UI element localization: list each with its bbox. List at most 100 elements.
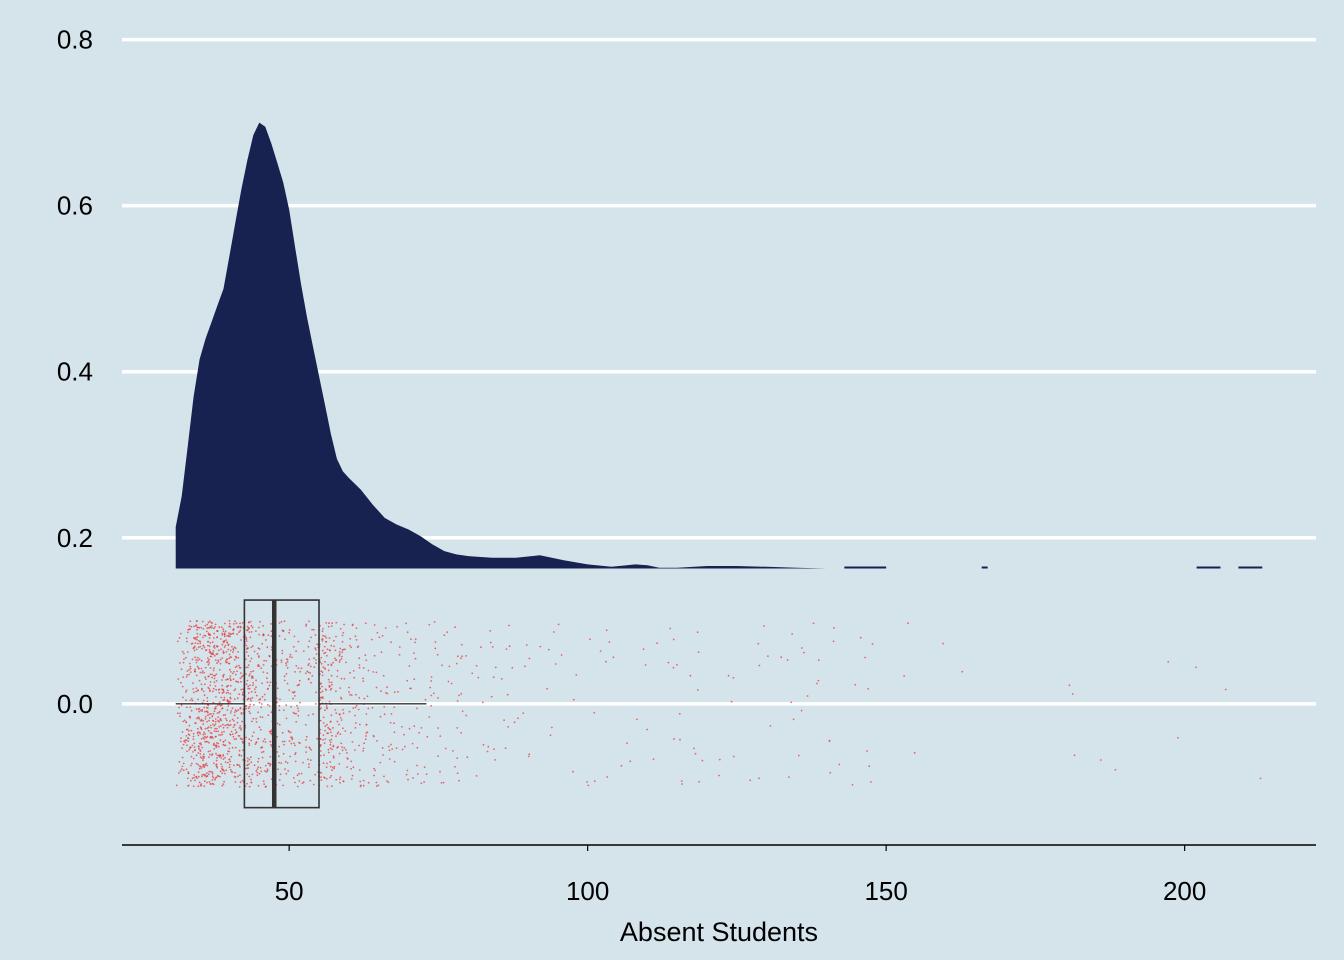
data-point bbox=[375, 671, 378, 674]
data-point bbox=[196, 727, 199, 730]
data-point bbox=[216, 630, 219, 632]
data-point bbox=[248, 742, 251, 745]
data-point bbox=[267, 634, 270, 636]
data-point bbox=[319, 744, 322, 747]
data-point bbox=[332, 755, 335, 757]
data-point bbox=[354, 727, 357, 729]
data-point bbox=[362, 784, 365, 787]
data-point bbox=[223, 780, 226, 783]
data-point bbox=[260, 667, 263, 670]
data-point bbox=[319, 754, 322, 757]
data-point bbox=[208, 770, 211, 773]
data-point bbox=[261, 695, 264, 698]
data-point bbox=[330, 683, 333, 686]
data-point bbox=[258, 772, 261, 775]
data-point bbox=[239, 707, 242, 710]
data-point bbox=[280, 659, 283, 661]
data-point bbox=[587, 784, 590, 787]
data-point bbox=[680, 780, 683, 782]
data-point bbox=[365, 659, 368, 662]
data-point bbox=[204, 624, 207, 627]
data-point bbox=[240, 727, 242, 730]
data-point bbox=[278, 779, 281, 781]
data-point bbox=[344, 749, 347, 751]
data-point bbox=[192, 682, 194, 684]
data-point bbox=[339, 659, 341, 662]
data-point bbox=[327, 732, 329, 735]
data-point bbox=[211, 715, 214, 718]
data-point bbox=[342, 712, 345, 715]
data-point bbox=[330, 644, 333, 647]
data-point bbox=[238, 727, 241, 729]
data-point bbox=[263, 738, 266, 740]
data-point bbox=[229, 768, 232, 771]
data-point bbox=[292, 697, 294, 700]
data-point bbox=[326, 785, 329, 788]
data-point bbox=[870, 781, 872, 783]
data-point bbox=[214, 735, 217, 738]
data-point bbox=[333, 639, 335, 642]
data-point bbox=[679, 738, 681, 741]
data-point bbox=[229, 649, 232, 652]
data-point bbox=[234, 666, 237, 669]
data-point bbox=[239, 774, 241, 777]
data-point bbox=[217, 775, 220, 778]
data-point bbox=[204, 710, 206, 713]
data-point bbox=[228, 662, 231, 665]
data-point bbox=[414, 641, 416, 644]
data-point bbox=[612, 656, 615, 659]
data-point bbox=[187, 737, 189, 740]
data-point bbox=[527, 755, 530, 758]
data-point bbox=[718, 758, 721, 761]
data-point bbox=[195, 717, 198, 720]
data-point bbox=[335, 690, 337, 693]
data-point bbox=[307, 714, 310, 717]
data-point bbox=[332, 756, 335, 759]
data-point bbox=[213, 710, 216, 713]
data-point bbox=[330, 731, 332, 734]
data-point bbox=[388, 749, 391, 752]
data-point bbox=[299, 670, 302, 673]
data-point bbox=[192, 757, 195, 760]
data-point bbox=[408, 665, 411, 667]
data-point bbox=[293, 742, 295, 745]
data-point bbox=[432, 692, 435, 695]
data-point bbox=[197, 642, 199, 645]
data-point bbox=[758, 777, 760, 780]
data-point bbox=[292, 711, 295, 714]
data-point bbox=[247, 687, 250, 690]
data-point bbox=[365, 724, 368, 726]
data-point bbox=[179, 662, 181, 664]
data-point bbox=[323, 652, 325, 655]
data-point bbox=[262, 750, 265, 753]
data-point bbox=[223, 635, 226, 638]
data-point bbox=[193, 776, 196, 779]
data-point bbox=[247, 628, 250, 631]
data-point bbox=[335, 778, 338, 781]
data-point bbox=[225, 661, 228, 664]
data-point bbox=[188, 673, 191, 676]
data-point bbox=[316, 737, 319, 740]
data-point bbox=[188, 625, 191, 627]
data-point bbox=[300, 772, 303, 775]
data-point bbox=[331, 766, 334, 769]
data-point bbox=[420, 727, 423, 729]
data-point bbox=[1071, 693, 1074, 695]
data-point bbox=[315, 691, 317, 694]
data-point bbox=[337, 731, 340, 734]
data-point bbox=[333, 645, 335, 648]
data-point bbox=[228, 620, 231, 622]
data-point bbox=[203, 671, 206, 674]
data-point bbox=[340, 655, 343, 658]
data-point bbox=[305, 739, 307, 741]
data-point bbox=[250, 624, 253, 627]
data-point bbox=[375, 785, 378, 787]
data-point bbox=[188, 749, 191, 751]
data-point bbox=[308, 640, 311, 642]
data-point bbox=[250, 778, 252, 781]
data-point bbox=[233, 698, 236, 700]
data-point bbox=[383, 775, 385, 778]
data-point bbox=[208, 741, 210, 744]
data-point bbox=[239, 677, 242, 680]
data-point bbox=[390, 713, 393, 715]
